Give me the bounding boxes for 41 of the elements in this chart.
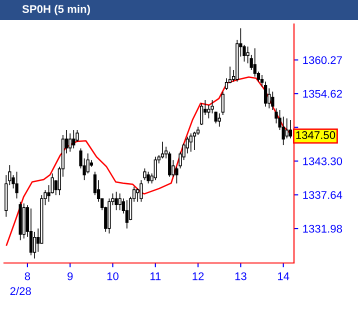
y-tick-label: 1337.64 <box>303 191 342 199</box>
x-tick-label: 14 <box>278 272 290 280</box>
candlestick <box>68 132 72 152</box>
x-tick-label: 10 <box>107 272 118 280</box>
candlestick <box>268 88 271 109</box>
candlestick <box>221 91 224 116</box>
candlestick <box>285 118 288 139</box>
candlestick <box>175 166 178 184</box>
candlestick <box>282 116 285 146</box>
text: 2/28 <box>10 286 31 296</box>
candlestick <box>29 208 33 256</box>
candlestick <box>200 102 204 126</box>
candlestick <box>189 132 192 152</box>
candlestick <box>288 120 292 139</box>
candlestick <box>125 200 129 229</box>
y-tick-label: 1354.62 <box>303 90 342 98</box>
candlestick <box>218 112 221 128</box>
candlestick <box>253 48 256 78</box>
y-tick-label: 1360.27 <box>303 56 342 64</box>
candlestick <box>140 180 143 202</box>
candlestick <box>86 152 90 174</box>
x-tick-label: 9 <box>68 272 73 280</box>
candlestick <box>271 91 274 110</box>
annotation: 1347.50 <box>296 131 336 140</box>
candlestick <box>72 130 76 149</box>
chart-title: SP0H (5 min) <box>22 4 90 16</box>
x-tick-label: 13 <box>235 272 246 280</box>
candlestick <box>143 168 146 181</box>
x-tick-label: 8 <box>24 272 30 280</box>
candlestick <box>214 111 218 124</box>
x-tick-label: 12 <box>192 272 204 280</box>
candlestick <box>50 173 54 194</box>
candlestick <box>33 231 36 259</box>
candlestick <box>15 171 18 199</box>
candlestick <box>114 191 118 211</box>
candlestick <box>118 193 122 211</box>
x-tick-label: 11 <box>150 272 161 280</box>
y-tick-label: 1343.30 <box>303 157 342 166</box>
y-tick-label: 1331.98 <box>303 224 342 233</box>
candlestick <box>146 171 150 184</box>
candlestick <box>154 156 157 181</box>
